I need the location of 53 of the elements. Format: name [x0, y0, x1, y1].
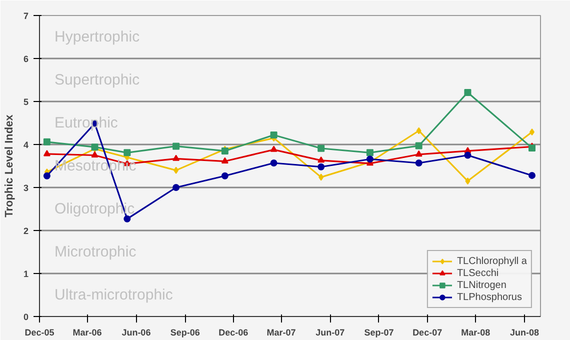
point — [464, 152, 472, 159]
point — [528, 144, 536, 152]
x-tick-label: Mar-07 — [266, 328, 296, 338]
x-tick-label: Jun-07 — [316, 328, 345, 338]
point — [464, 88, 472, 96]
point — [124, 149, 131, 156]
point — [174, 166, 179, 174]
point — [415, 159, 422, 166]
point — [415, 150, 422, 157]
point — [270, 132, 278, 139]
y-tick-label: 4 — [23, 140, 29, 150]
x-tick-label: Mar-06 — [72, 328, 102, 338]
x-tick-label: Dec-05 — [24, 328, 54, 338]
legend-label: TLChlorophyll a — [456, 255, 527, 267]
x-tick-label: Jun-06 — [122, 328, 151, 338]
legend-label: TLNitrogen — [456, 279, 506, 291]
point — [270, 146, 278, 152]
point — [415, 142, 422, 150]
point — [318, 174, 324, 181]
y-tick-label: 6 — [23, 54, 29, 64]
x-tick-label: Jun-08 — [510, 328, 540, 338]
point — [318, 163, 325, 170]
point — [416, 127, 422, 134]
point — [366, 149, 374, 156]
point — [270, 159, 278, 166]
point — [43, 172, 50, 180]
legend-label: TLPhosphorus — [456, 291, 522, 303]
y-axis-title: Trophic Level Index — [3, 114, 16, 218]
point — [318, 156, 325, 163]
point — [172, 154, 180, 161]
y-tick-label: 1 — [23, 269, 29, 279]
y-tick-label: 2 — [23, 226, 29, 236]
point — [91, 151, 98, 158]
point — [221, 172, 228, 180]
point — [318, 144, 325, 152]
x-tick-label: Dec-06 — [218, 328, 248, 338]
point — [465, 178, 470, 185]
legend-label: TLSecchi — [456, 267, 499, 279]
y-tick-label: 7 — [23, 11, 29, 21]
y-tick-label: 0 — [23, 312, 29, 322]
point — [528, 172, 536, 179]
y-tick-label: 5 — [23, 97, 29, 107]
point — [366, 156, 374, 163]
x-tick-label: Dec-07 — [412, 328, 442, 338]
point — [43, 138, 50, 146]
x-tick-label: Sep-06 — [170, 328, 200, 338]
point — [43, 150, 50, 156]
x-tick-label: Mar-08 — [461, 328, 490, 338]
point — [172, 184, 180, 191]
x-tick-label: Sep-07 — [364, 328, 394, 338]
point — [221, 157, 228, 164]
point — [172, 142, 180, 150]
y-tick-label: 3 — [23, 183, 29, 193]
